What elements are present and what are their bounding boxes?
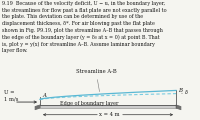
Text: x = 4 m: x = 4 m bbox=[99, 112, 119, 117]
Text: B: B bbox=[178, 88, 182, 93]
Text: Edge of boundary layer: Edge of boundary layer bbox=[60, 96, 118, 106]
Text: A: A bbox=[42, 93, 46, 98]
Text: Streamline A-B: Streamline A-B bbox=[76, 69, 116, 92]
Bar bbox=[40, 105, 176, 108]
Text: U =
1 m/s: U = 1 m/s bbox=[4, 90, 18, 101]
Text: $\delta$: $\delta$ bbox=[184, 88, 189, 96]
Text: 9.19  Because of the velocity deficit, U − u, in the boundary layer,
the streaml: 9.19 Because of the velocity deficit, U … bbox=[2, 1, 167, 53]
